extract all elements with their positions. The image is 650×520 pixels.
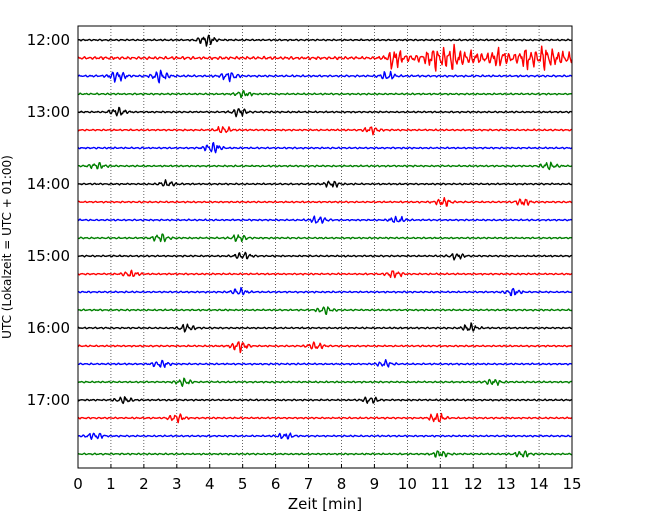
trace-1700	[77, 396, 573, 405]
trace-1615	[77, 341, 573, 354]
trace-1730	[77, 432, 573, 440]
x-tick-label-8: 8	[337, 475, 347, 493]
x-axis-label: Zeit [min]	[288, 495, 362, 513]
trace-1400	[77, 179, 573, 188]
y-axis-label: UTC (Lokalzeit = UTC + 01:00)	[0, 155, 14, 339]
trace-1445	[77, 233, 573, 243]
x-tick-label-6: 6	[271, 475, 281, 493]
trace-1300	[77, 106, 573, 118]
x-tick-label-12: 12	[464, 475, 483, 493]
x-tick-label-0: 0	[73, 475, 83, 493]
trace-1330	[77, 141, 573, 154]
trace-1345	[77, 161, 573, 171]
x-axis: 0 1 2 3 4 5 6 7 8 9 10 11 12 13 14 15	[73, 464, 582, 493]
trace-1215	[77, 43, 573, 72]
trace-1715	[77, 412, 573, 424]
y-tick-label-1200: 12:00	[27, 31, 70, 49]
x-tick-label-15: 15	[562, 475, 581, 493]
trace-1515	[77, 269, 573, 279]
y-axis: 12:00 13:00 14:00 15:00 16:00 17:00	[27, 31, 82, 409]
trace-1315	[77, 126, 573, 136]
x-tick-label-5: 5	[238, 475, 248, 493]
x-tick-label-4: 4	[205, 475, 215, 493]
y-tick-label-1600: 16:00	[27, 319, 70, 337]
y-tick-label-1700: 17:00	[27, 391, 70, 409]
trace-1600	[77, 322, 573, 333]
minute-grid	[110, 26, 540, 468]
trace-1200	[77, 34, 573, 47]
trace-1745	[77, 450, 573, 458]
y-tick-label-1300: 13:00	[27, 103, 70, 121]
trace-1545	[77, 306, 573, 315]
trace-1430	[77, 215, 573, 224]
x-tick-label-3: 3	[172, 475, 182, 493]
trace-1530	[77, 286, 573, 297]
trace-1500	[77, 251, 573, 261]
x-tick-label-9: 9	[370, 475, 380, 493]
trace-1245	[77, 90, 573, 99]
trace-group	[77, 34, 573, 458]
trace-1630	[77, 359, 573, 369]
x-tick-label-7: 7	[304, 475, 314, 493]
y-tick-label-1400: 14:00	[27, 175, 70, 193]
x-tick-label-10: 10	[398, 475, 417, 493]
trace-1645	[77, 377, 573, 387]
plot-frame	[77, 25, 573, 469]
x-tick-label-2: 2	[139, 475, 149, 493]
x-tick-label-13: 13	[497, 475, 516, 493]
x-tick-label-14: 14	[530, 475, 549, 493]
trace-1415	[77, 197, 573, 207]
x-tick-label-1: 1	[106, 475, 116, 493]
y-tick-label-1500: 15:00	[27, 247, 70, 265]
trace-1230	[77, 69, 573, 84]
x-tick-label-11: 11	[431, 475, 450, 493]
